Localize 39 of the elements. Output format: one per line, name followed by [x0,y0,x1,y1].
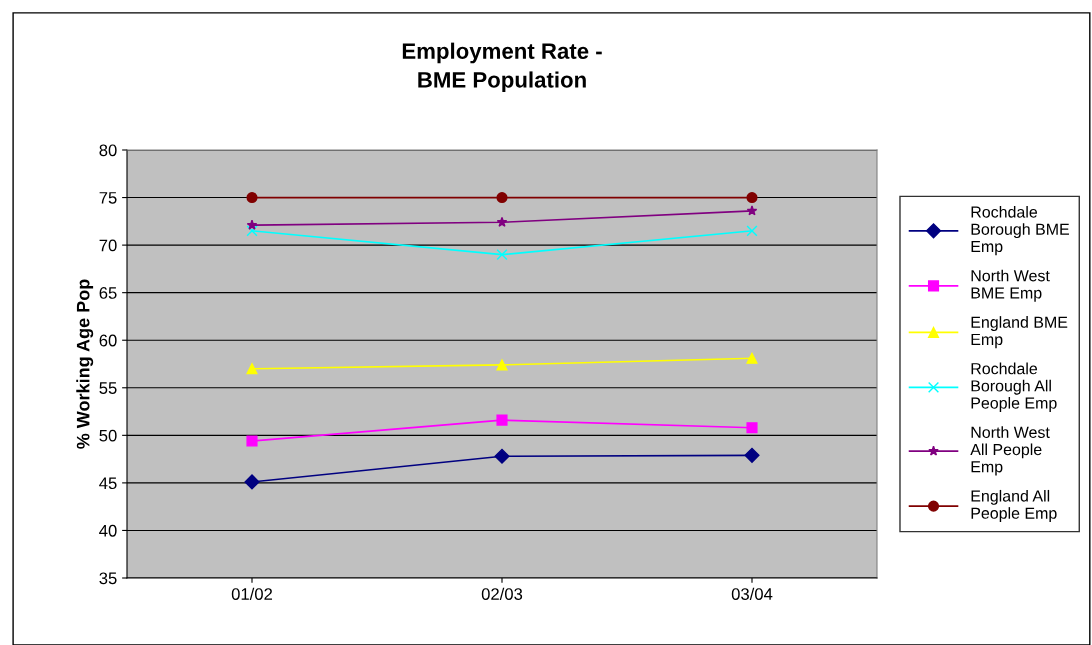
legend-label: Rochdale Borough All People Emp [971,362,1057,412]
point [244,474,260,490]
point [496,216,508,227]
legend-label: North West All People Emp [970,426,1050,476]
y-tick-label: 55 [99,382,117,394]
y-tick-label: 70 [99,239,117,252]
y-tick-label: 35 [99,572,117,585]
y-tick-label: 60 [99,334,117,347]
point [746,205,758,216]
y-tick-label: 80 [99,144,117,157]
legend-label: Rochdale Borough BME Emp [971,205,1070,256]
legend-label: North West BME Emp [971,269,1050,302]
legend-label: England BME Emp [971,316,1068,349]
y-tick-label: 65 [99,287,117,299]
y-axis-title: % Working Age Pop [76,279,94,449]
point [496,414,508,426]
point [246,191,258,204]
point [496,359,508,371]
point [496,191,508,204]
y-tick-label: 40 [99,524,117,537]
y-tick-label: 75 [99,192,117,204]
point [746,352,758,364]
point [246,435,258,447]
point [746,191,758,204]
point [246,363,258,375]
point [744,447,760,463]
y-tick-label: 45 [99,477,117,490]
x-tick-label: 03/04 [731,587,773,600]
chart-title: Employment Rate - BME Population [402,42,602,93]
point [246,225,258,237]
y-tick-label: 50 [99,429,117,442]
legend-label: England All People Emp [971,489,1057,523]
point [496,249,508,261]
point [494,448,510,464]
x-tick-label: 01/02 [231,587,273,600]
point [746,225,758,237]
point [746,422,758,434]
x-tick-label: 02/03 [481,587,523,600]
point [246,219,258,230]
